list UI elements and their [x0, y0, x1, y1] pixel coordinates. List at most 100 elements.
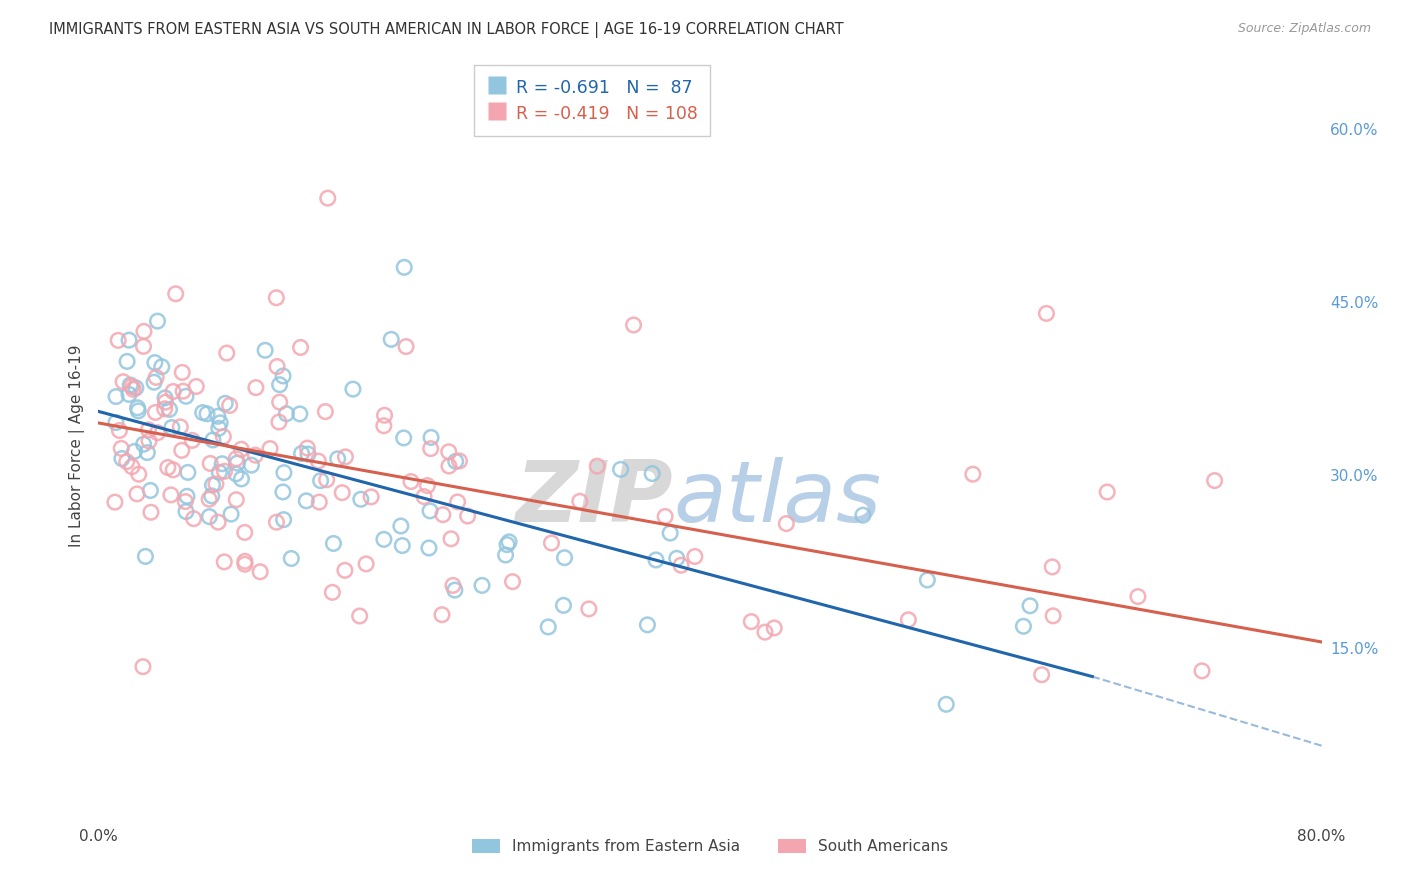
Point	[754, 625, 776, 640]
Point	[280, 551, 302, 566]
Point	[330, 485, 353, 500]
Point	[1031, 667, 1053, 681]
Point	[1019, 599, 1042, 613]
Point	[1204, 474, 1226, 488]
Point	[413, 490, 436, 504]
Point	[1040, 560, 1063, 574]
Point	[125, 381, 148, 395]
Point	[502, 574, 524, 589]
Point	[209, 416, 232, 430]
Point	[418, 541, 440, 555]
Point	[1012, 619, 1035, 633]
Point	[315, 473, 337, 487]
Point	[174, 494, 197, 508]
Point	[174, 389, 197, 403]
Point	[225, 492, 247, 507]
Point	[297, 447, 319, 461]
Point	[342, 382, 364, 396]
Point	[183, 511, 205, 525]
Point	[391, 539, 413, 553]
Point	[297, 441, 319, 455]
Point	[419, 442, 441, 456]
Point	[120, 378, 142, 392]
Point	[231, 472, 253, 486]
Point	[537, 620, 560, 634]
Point	[132, 659, 155, 673]
Point	[211, 457, 233, 471]
Point	[553, 599, 575, 613]
Point	[233, 525, 256, 540]
Point	[554, 550, 576, 565]
Point	[578, 602, 600, 616]
Point	[288, 407, 311, 421]
Point	[186, 379, 208, 393]
Point	[132, 437, 155, 451]
Point	[111, 451, 134, 466]
Point	[201, 489, 224, 503]
Point	[444, 583, 467, 598]
Point	[1035, 306, 1057, 320]
Point	[326, 451, 349, 466]
Point	[437, 458, 460, 473]
Text: Source: ZipAtlas.com: Source: ZipAtlas.com	[1237, 22, 1371, 36]
Point	[498, 534, 520, 549]
Point	[128, 467, 150, 482]
Point	[155, 395, 177, 409]
Point	[150, 359, 173, 374]
Point	[231, 442, 253, 457]
Point	[146, 314, 169, 328]
Point	[392, 431, 415, 445]
Point	[449, 454, 471, 468]
Point	[132, 339, 155, 353]
Point	[669, 558, 692, 573]
Point	[200, 457, 222, 471]
Point	[683, 549, 706, 564]
Point	[165, 286, 187, 301]
Point	[333, 563, 356, 577]
Point	[122, 382, 145, 396]
Text: ZIP: ZIP	[516, 457, 673, 540]
Legend: Immigrants from Eastern Asia, South Americans: Immigrants from Eastern Asia, South Amer…	[464, 831, 956, 862]
Point	[104, 495, 127, 509]
Point	[127, 401, 149, 415]
Point	[935, 698, 957, 712]
Point	[169, 420, 191, 434]
Point	[416, 478, 439, 492]
Point	[568, 494, 591, 508]
Point	[205, 477, 228, 491]
Point	[125, 487, 148, 501]
Point	[665, 551, 688, 566]
Point	[212, 555, 235, 569]
Point	[641, 467, 664, 481]
Point	[174, 505, 197, 519]
Point	[214, 464, 236, 478]
Point	[208, 421, 231, 435]
Point	[380, 332, 402, 346]
Point	[249, 565, 271, 579]
Point	[160, 420, 183, 434]
Point	[112, 375, 135, 389]
Point	[233, 558, 256, 572]
Point	[273, 466, 295, 480]
Point	[118, 333, 141, 347]
Point	[962, 467, 984, 482]
Point	[471, 578, 494, 592]
Point	[354, 557, 377, 571]
Point	[495, 548, 517, 562]
Point	[240, 458, 263, 472]
Point	[145, 370, 167, 384]
Point	[212, 429, 235, 443]
Point	[444, 454, 467, 468]
Point	[156, 460, 179, 475]
Point	[373, 418, 395, 433]
Point	[172, 384, 194, 399]
Point	[225, 451, 247, 466]
Point	[127, 404, 149, 418]
Point	[266, 359, 288, 374]
Point	[110, 442, 132, 456]
Point	[259, 442, 281, 456]
Point	[290, 446, 312, 460]
Point	[399, 475, 422, 489]
Point	[136, 445, 159, 459]
Y-axis label: In Labor Force | Age 16-19: In Labor Force | Age 16-19	[69, 344, 84, 548]
